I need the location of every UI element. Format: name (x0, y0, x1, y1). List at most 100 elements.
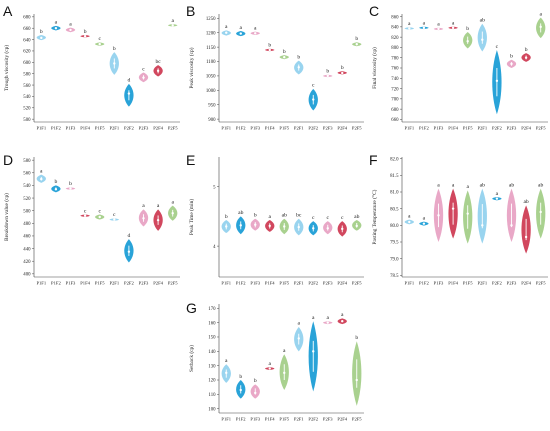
x-tick-label-d-p2f3: P2F3 (139, 281, 149, 286)
x-tick-label-a-p2f1: P2F1 (109, 126, 119, 131)
sig-letter-c-p1f3: a (437, 22, 440, 28)
y-axis-title-e: Peak Time (min) (188, 199, 195, 235)
y-tick-label-a: 660 (23, 27, 31, 32)
sig-letter-d-p1f1: a (40, 168, 43, 174)
median-dot-a-p1f1 (40, 36, 43, 40)
sig-letter-g-p1f4: a (269, 361, 272, 367)
median-dot-g-p1f4 (268, 367, 271, 370)
panel-label-e: E (186, 152, 195, 168)
y-tick-label-f: 79.0 (390, 257, 399, 262)
median-dot-c-p1f4 (451, 26, 455, 30)
median-dot-d-p1f4 (83, 214, 87, 217)
median-dot-f-p2f3 (510, 224, 513, 227)
panel-c: C 660 680 700 720 740 760 780 800 820 840 860 Final … (369, 3, 548, 131)
sig-letter-b-p1f1: a (225, 24, 228, 30)
median-dot-c-p1f2 (422, 26, 426, 30)
sig-letter-d-p1f5: c (98, 208, 101, 214)
y-tick-label-c: 780 (391, 56, 399, 61)
sig-letter-a-p2f1: b (113, 46, 116, 52)
sig-letter-b-p2f3: b (326, 69, 329, 75)
sig-letter-g-p1f5: a (283, 348, 286, 354)
median-dot-c-p1f1 (408, 27, 411, 30)
median-dot-c-p1f3 (437, 27, 440, 31)
median-dot-b-p2f1 (297, 66, 300, 69)
x-tick-label-a-p1f5: P1F5 (95, 126, 105, 131)
x-tick-label-a-p1f3: P1F3 (66, 126, 76, 131)
x-tick-label-a-p1f1: P1F1 (36, 126, 46, 131)
x-tick-label-c-p1f1: P1F1 (404, 126, 414, 131)
x-tick-label-d-p1f3: P1F3 (66, 281, 76, 286)
y-tick-label-c: 840 (391, 26, 399, 31)
y-tick-label-d: 520 (23, 197, 31, 202)
x-tick-label-c-p1f5: P1F5 (463, 126, 473, 131)
y-tick-label-c: 700 (391, 98, 399, 103)
panel-label-c: C (369, 3, 379, 19)
x-tick-label-d-p2f2: P2F2 (124, 281, 134, 286)
x-tick-label-a-p2f5: P2F5 (168, 126, 178, 131)
sig-letter-e-p2f3: c (327, 215, 330, 221)
median-dot-f-p2f2 (495, 197, 499, 200)
sig-letter-g-p2f4: a (341, 312, 344, 318)
median-dot-c-p1f5 (466, 40, 469, 43)
x-tick-label-a-p1f4: P1F4 (80, 126, 90, 131)
median-dot-e-p1f4 (268, 224, 271, 228)
median-dot-a-p1f4 (83, 34, 87, 38)
x-tick-label-e-p2f4: P2F4 (337, 281, 347, 286)
median-dot-b-p2f5 (355, 43, 358, 46)
x-tick-label-b-p1f2: P1F2 (236, 126, 246, 131)
x-tick-label-f-p2f2: P2F2 (492, 281, 502, 286)
x-tick-label-e-p1f4: P1F4 (265, 281, 275, 286)
y-tick-label-b: 1100 (206, 60, 216, 65)
y-tick-label-f: 78.5 (390, 274, 399, 279)
sig-letter-g-p2f3: a (327, 315, 330, 321)
y-tick-label-f: 79.5 (390, 241, 399, 246)
panel-label-d: D (3, 152, 13, 168)
sig-letter-a-p2f5: a (171, 18, 174, 24)
y-tick-label-e: 4 (213, 245, 216, 250)
x-tick-label-b-p1f3: P1F3 (250, 126, 260, 131)
x-tick-label-c-p2f3: P2F3 (507, 126, 517, 131)
y-tick-label-g: 160 (208, 321, 216, 326)
sig-letter-e-p2f5: ab (354, 214, 359, 220)
sig-letter-c-p2f2: c (496, 44, 499, 50)
sig-letter-g-p2f5: b (355, 335, 358, 341)
sig-letter-c-p1f1: a (408, 21, 411, 27)
sig-letter-e-p1f1: b (225, 214, 228, 220)
median-dot-e-p1f1 (225, 225, 228, 228)
median-dot-f-p1f3 (437, 214, 440, 217)
median-dot-c-p2f1 (481, 38, 484, 41)
sig-letter-d-p1f3: b (69, 181, 72, 187)
x-tick-label-g-p1f1: P1F1 (221, 417, 231, 422)
x-tick-label-b-p1f1: P1F1 (221, 126, 231, 131)
median-dot-d-p2f2 (127, 250, 131, 253)
sig-letter-g-p2f1: a (298, 321, 301, 327)
y-tick-label-f: 80.5 (390, 207, 399, 212)
sig-letter-b-p1f2: a (240, 25, 243, 31)
y-tick-label-f: 82.0 (390, 157, 399, 162)
sig-letter-e-p2f1: bc (296, 213, 302, 219)
median-dot-f-p1f4 (451, 207, 455, 210)
median-dot-f-p2f5 (539, 210, 542, 214)
panel-a: A 500 520 540 560 580 600 620 640 660 680 Trough vi… (3, 3, 180, 131)
median-dot-e-p2f5 (355, 224, 358, 228)
y-tick-label-a: 540 (23, 95, 31, 100)
x-tick-label-e-p2f2: P2F2 (308, 281, 318, 286)
y-tick-label-a: 520 (23, 106, 31, 111)
sig-letter-g-p1f2: b (239, 374, 242, 380)
y-tick-label-a: 600 (23, 61, 31, 66)
y-tick-label-b: 1150 (206, 46, 216, 51)
x-tick-label-f-p1f1: P1F1 (404, 281, 414, 286)
sig-letter-f-p2f1: ab (480, 182, 485, 188)
median-dot-d-p2f5 (171, 212, 174, 215)
y-axis-title-c: Final viscosity (cp) (371, 47, 378, 89)
median-dot-d-p2f4 (156, 218, 160, 222)
y-tick-label-g: 110 (208, 393, 216, 398)
sig-letter-d-p2f5: a (171, 199, 174, 205)
y-tick-label-g: 150 (208, 336, 216, 341)
x-tick-label-b-p2f1: P2F1 (294, 126, 304, 131)
y-tick-label-d: 560 (23, 171, 31, 176)
sig-letter-b-p2f5: b (355, 36, 358, 42)
panel-label-b: B (186, 3, 195, 19)
median-dot-b-p1f3 (254, 32, 257, 35)
sig-letter-d-p2f4: a (157, 203, 160, 209)
